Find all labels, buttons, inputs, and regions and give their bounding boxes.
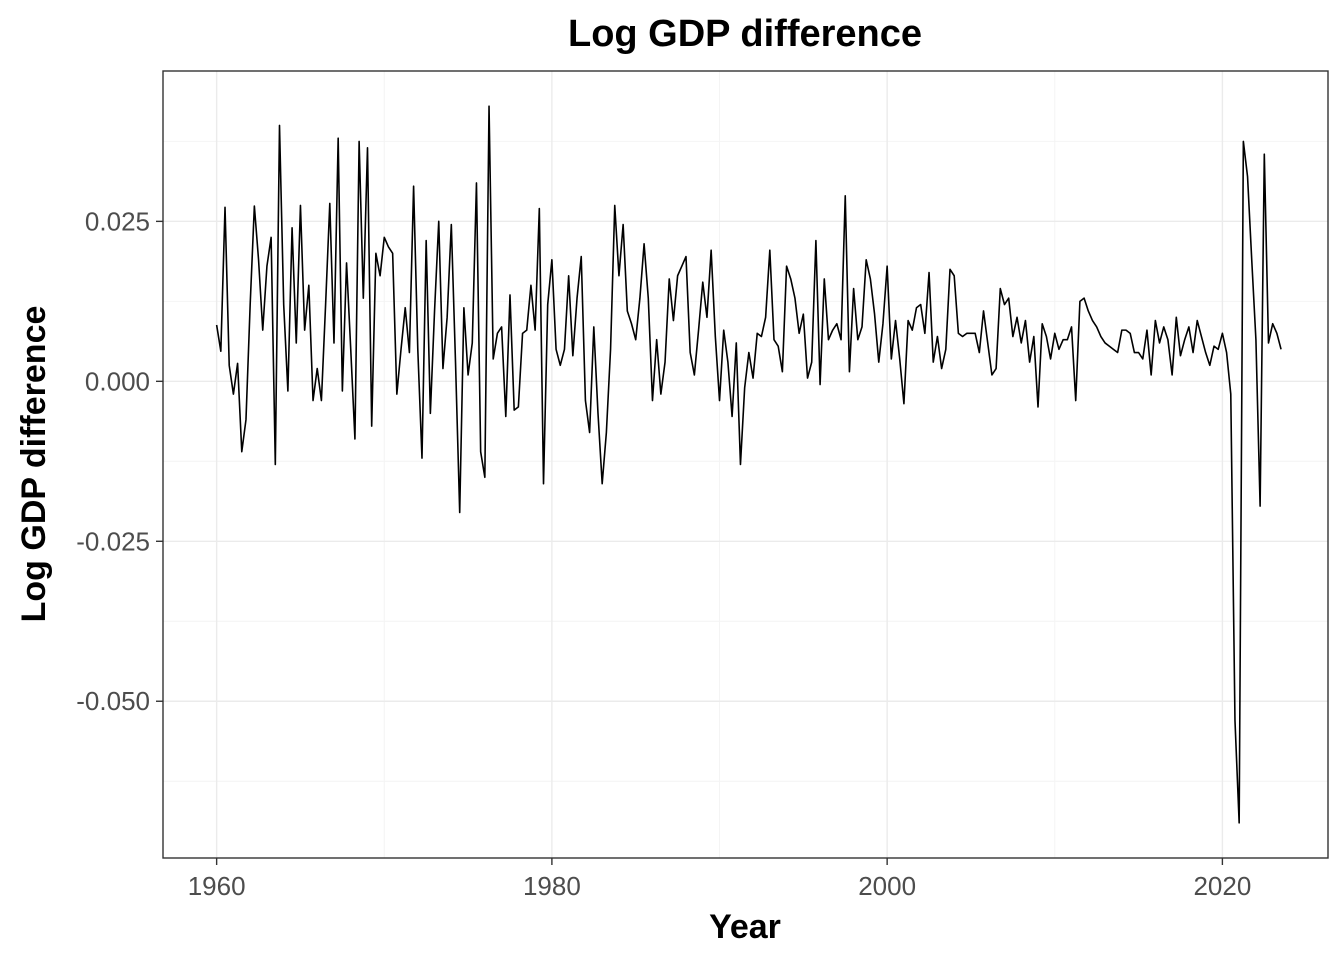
x-axis-label: Year <box>709 908 781 946</box>
x-tick-label: 1980 <box>523 871 581 901</box>
plot-panel-border <box>162 70 1329 859</box>
y-tick-label: 0.000 <box>85 366 150 396</box>
y-tick-label: -0.025 <box>76 526 150 556</box>
x-axis: 1960 1980 2000 2020 <box>188 858 1251 901</box>
y-tick-label: -0.050 <box>76 686 150 716</box>
y-axis: -0.050 -0.025 0.000 0.025 <box>76 206 163 716</box>
x-tick-label: 2020 <box>1193 871 1251 901</box>
chart-title: Log GDP difference <box>568 13 922 55</box>
y-axis-label: Log GDP difference <box>15 306 53 623</box>
x-tick-label: 2000 <box>858 871 916 901</box>
x-tick-label: 1960 <box>188 871 246 901</box>
series-line <box>215 105 1282 824</box>
major-gridlines <box>163 71 1328 858</box>
y-tick-label: 0.025 <box>85 206 150 236</box>
